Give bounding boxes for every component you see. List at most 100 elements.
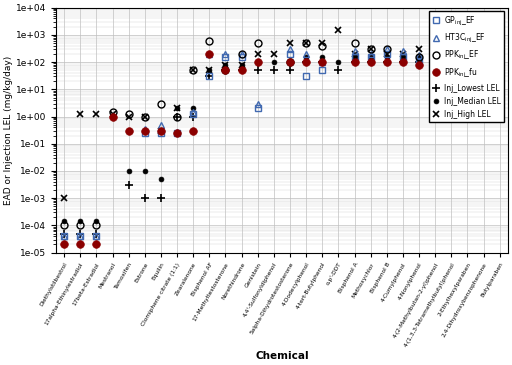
PPK$_{\mathregular{inj}}$_EF [190,68,196,73]
Inj_High LEL [125,114,132,119]
Inj_High LEL [158,128,164,133]
HT3C$_{\mathregular{inj}}$_EF [449,45,455,50]
GP$_{\mathregular{inj}}$_EF [351,55,357,59]
Line: Inj_Median LEL: Inj_Median LEL [61,55,502,223]
PPK$_{\mathregular{inj}}$_fu [93,242,99,247]
Inj_High LEL [287,41,293,45]
Inj_Lowest LEL [158,196,164,200]
GP$_{\mathregular{inj}}$_EF [400,55,406,59]
PPK$_{\mathregular{inj}}$_EF [368,47,374,51]
PPK$_{\mathregular{inj}}$_EF [497,52,503,56]
Inj_High LEL [190,68,196,73]
HT3C$_{\mathregular{inj}}$_EF [254,101,261,106]
Inj_Lowest LEL [384,60,390,64]
GP$_{\mathregular{inj}}$_EF [432,55,438,59]
GP$_{\mathregular{inj}}$_EF [174,131,180,135]
HT3C$_{\mathregular{inj}}$_EF [61,234,67,238]
Inj_Median LEL [287,60,293,64]
HT3C$_{\mathregular{inj}}$_EF [206,52,212,56]
PPK$_{\mathregular{inj}}$_EF [416,55,422,59]
Inj_High LEL [481,47,487,51]
PPK$_{\mathregular{inj}}$_EF [125,112,132,116]
PPK$_{\mathregular{inj}}$_EF [384,47,390,51]
Inj_Median LEL [432,55,438,59]
Inj_Median LEL [77,218,83,223]
GP$_{\mathregular{inj}}$_EF [190,112,196,116]
PPK$_{\mathregular{inj}}$_EF [142,114,148,119]
Inj_Median LEL [142,169,148,173]
Inj_Median LEL [125,169,132,173]
PPK$_{\mathregular{inj}}$_fu [497,60,503,64]
PPK$_{\mathregular{inj}}$_fu [432,60,438,64]
Inj_Lowest LEL [416,60,422,64]
Inj_Median LEL [190,106,196,111]
HT3C$_{\mathregular{inj}}$_EF [93,234,99,238]
Inj_Median LEL [174,106,180,111]
Inj_Median LEL [61,218,67,223]
Inj_Median LEL [464,55,471,59]
PPK$_{\mathregular{inj}}$_fu [287,60,293,64]
Inj_High LEL [206,68,212,73]
Inj_Median LEL [497,55,503,59]
GP$_{\mathregular{inj}}$_EF [464,55,471,59]
Line: HT3C$_{\mathregular{inj}}$_EF: HT3C$_{\mathregular{inj}}$_EF [61,44,503,239]
HT3C$_{\mathregular{inj}}$_EF [174,130,180,134]
Inj_High LEL [432,52,438,56]
GP$_{\mathregular{inj}}$_EF [319,68,325,73]
Inj_Lowest LEL [303,60,309,64]
PPK$_{\mathregular{inj}}$_EF [222,68,228,73]
PPK$_{\mathregular{inj}}$_fu [158,128,164,133]
Inj_High LEL [110,112,116,116]
Inj_Lowest LEL [400,60,406,64]
Inj_Lowest LEL [61,231,67,236]
Inj_Median LEL [158,177,164,181]
PPK$_{\mathregular{inj}}$_fu [351,60,357,64]
Inj_Median LEL [222,62,228,67]
Inj_Median LEL [449,55,455,59]
Inj_Lowest LEL [174,114,180,119]
GP$_{\mathregular{inj}}$_EF [93,234,99,238]
PPK$_{\mathregular{inj}}$_fu [303,60,309,64]
GP$_{\mathregular{inj}}$_EF [384,52,390,56]
HT3C$_{\mathregular{inj}}$_EF [384,47,390,51]
Inj_High LEL [174,106,180,111]
HT3C$_{\mathregular{inj}}$_EF [222,52,228,56]
GP$_{\mathregular{inj}}$_EF [61,234,67,238]
GP$_{\mathregular{inj}}$_EF [481,60,487,64]
PPK$_{\mathregular{inj}}$_EF [481,52,487,56]
PPK$_{\mathregular{inj}}$_fu [400,60,406,64]
Inj_Median LEL [351,55,357,59]
Inj_High LEL [351,52,357,56]
HT3C$_{\mathregular{inj}}$_EF [239,52,245,56]
Inj_High LEL [319,41,325,45]
Inj_High LEL [416,47,422,51]
Inj_High LEL [368,47,374,51]
HT3C$_{\mathregular{inj}}$_EF [351,49,357,53]
HT3C$_{\mathregular{inj}}$_EF [481,57,487,61]
Inj_Lowest LEL [497,60,503,64]
HT3C$_{\mathregular{inj}}$_EF [303,52,309,56]
PPK$_{\mathregular{inj}}$_fu [449,60,455,64]
Line: PPK$_{\mathregular{inj}}$_EF: PPK$_{\mathregular{inj}}$_EF [60,38,503,229]
Inj_High LEL [77,112,83,116]
GP$_{\mathregular{inj}}$_EF [158,131,164,135]
Inj_Lowest LEL [432,60,438,64]
HT3C$_{\mathregular{inj}}$_EF [497,53,503,57]
GP$_{\mathregular{inj}}$_EF [239,55,245,59]
Inj_Lowest LEL [222,68,228,73]
HT3C$_{\mathregular{inj}}$_EF [77,234,83,238]
Inj_Median LEL [400,55,406,59]
Inj_Median LEL [303,55,309,59]
PPK$_{\mathregular{inj}}$_EF [158,101,164,106]
Inj_High LEL [335,28,342,32]
Inj_Lowest LEL [464,60,471,64]
Inj_High LEL [464,52,471,56]
Inj_High LEL [449,52,455,56]
GP$_{\mathregular{inj}}$_EF [287,52,293,56]
HT3C$_{\mathregular{inj}}$_EF [142,127,148,131]
GP$_{\mathregular{inj}}$_EF [142,131,148,135]
Inj_High LEL [93,112,99,116]
Inj_Lowest LEL [335,68,342,73]
Inj_Lowest LEL [449,60,455,64]
PPK$_{\mathregular{inj}}$_fu [77,242,83,247]
